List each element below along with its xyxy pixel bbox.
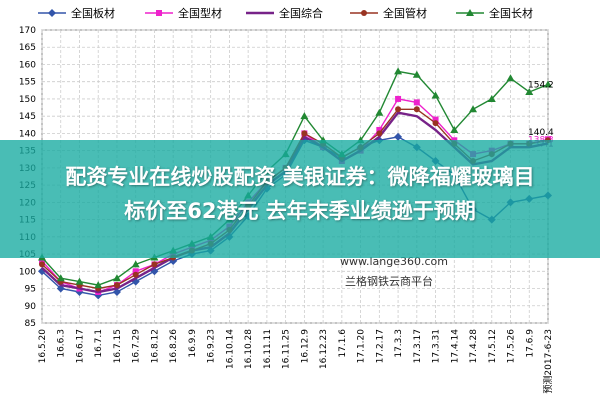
data-point bbox=[300, 112, 309, 120]
x-tick-label: 16.12.23 bbox=[319, 329, 329, 369]
x-tick-label: 17.4.14 bbox=[450, 329, 460, 364]
x-tick-label: 16.6.17 bbox=[75, 329, 85, 363]
y-tick-label: 85 bbox=[25, 319, 36, 329]
x-tick-label: 17.4.28 bbox=[469, 329, 479, 364]
y-tick-label: 150 bbox=[19, 95, 36, 105]
x-tick-label: 17.5.12 bbox=[488, 329, 498, 363]
data-point bbox=[525, 88, 534, 96]
data-point bbox=[506, 74, 515, 82]
series-line bbox=[41, 70, 549, 286]
data-point bbox=[394, 132, 403, 141]
x-tick-label: 17.6.9 bbox=[525, 329, 535, 358]
y-tick-label: 170 bbox=[19, 26, 36, 36]
y-tick-label: 90 bbox=[25, 302, 37, 312]
data-point bbox=[132, 268, 139, 275]
data-point bbox=[301, 130, 308, 137]
data-point bbox=[132, 271, 139, 278]
data-point bbox=[361, 10, 367, 16]
headline-line-2: 标价至62港元 去年末季业绩逊于预期 bbox=[124, 199, 476, 223]
headline-text: 配资专业在线炒股配资 美银证券：微降福耀玻璃目 标价至62港元 去年末季业绩逊于… bbox=[0, 160, 600, 228]
data-point bbox=[75, 277, 84, 285]
data-point bbox=[39, 261, 45, 268]
x-tick-label: 17.3.31 bbox=[432, 329, 442, 363]
data-point bbox=[412, 70, 421, 78]
data-point bbox=[113, 282, 120, 289]
x-tick-label: 16.10.14 bbox=[225, 329, 235, 369]
x-tick-label: 17.1.6 bbox=[338, 329, 348, 358]
end-value-label: 140.4 bbox=[528, 128, 554, 138]
x-tick-label: 16.8.26 bbox=[169, 329, 179, 364]
x-tick-label: 16.12.9 bbox=[300, 329, 310, 364]
data-point bbox=[39, 257, 45, 264]
data-point bbox=[469, 105, 478, 113]
x-tick-label: 16.7.1 bbox=[94, 329, 104, 358]
watermark-name: 兰格钢铁云商平台 bbox=[345, 275, 433, 288]
data-point bbox=[56, 274, 65, 282]
data-point bbox=[375, 108, 384, 116]
headline-line-1: 配资专业在线炒股配资 美银证券：微降福耀玻璃目 bbox=[65, 165, 535, 189]
legend-label: 全国型材 bbox=[178, 6, 222, 20]
x-tick-label: 17.3.17 bbox=[413, 329, 423, 363]
x-tick-label: 16.11.11 bbox=[263, 329, 273, 369]
headline-banner bbox=[0, 140, 600, 258]
x-tick-label: 16.9.9 bbox=[188, 329, 198, 358]
data-point bbox=[156, 10, 162, 16]
data-point bbox=[432, 120, 439, 127]
x-tick-label: 16.7.29 bbox=[132, 329, 142, 364]
data-point bbox=[450, 125, 459, 133]
y-tick-label: 145 bbox=[19, 112, 36, 122]
data-point bbox=[94, 281, 103, 289]
y-tick-label: 165 bbox=[19, 43, 36, 53]
data-point bbox=[151, 261, 158, 268]
data-point bbox=[431, 91, 440, 99]
x-tick-label: 16.7.15 bbox=[113, 329, 123, 363]
legend-label: 全国长材 bbox=[489, 6, 533, 20]
data-point bbox=[112, 274, 121, 282]
legend-label: 全国综合 bbox=[279, 6, 323, 20]
data-point bbox=[395, 95, 402, 102]
x-tick-label: 16.10.28 bbox=[244, 329, 254, 369]
data-point bbox=[413, 99, 420, 106]
x-tick-label: 17.1.20 bbox=[357, 329, 367, 364]
y-tick-label: 140 bbox=[19, 129, 36, 139]
data-point bbox=[376, 126, 383, 133]
data-point bbox=[131, 260, 140, 268]
data-point bbox=[48, 9, 56, 17]
x-tick-label: 16.5.20 bbox=[38, 329, 48, 364]
x-tick-label: 16.11.25 bbox=[282, 329, 292, 369]
x-tick-label: 17.3.3 bbox=[394, 329, 404, 358]
data-point bbox=[432, 116, 439, 123]
legend-label: 全国管材 bbox=[383, 6, 427, 20]
data-point bbox=[487, 94, 496, 102]
watermark-url: www.lange360.com bbox=[340, 255, 448, 268]
data-point bbox=[395, 106, 402, 113]
data-point bbox=[394, 67, 403, 75]
data-point bbox=[466, 9, 474, 16]
x-tick-label: 17.2.17 bbox=[375, 329, 385, 363]
legend-label: 全国板材 bbox=[71, 6, 115, 20]
data-point bbox=[413, 106, 420, 113]
y-tick-label: 155 bbox=[19, 78, 36, 88]
x-tick-label: 16.9.23 bbox=[207, 329, 217, 363]
data-point bbox=[376, 130, 383, 137]
y-tick-label: 160 bbox=[19, 60, 36, 70]
data-point bbox=[544, 80, 552, 88]
x-tick-label: 16.6.3 bbox=[57, 329, 67, 358]
x-tick-label: 预测2017-6-23 bbox=[543, 329, 554, 394]
x-tick-label: 16.8.12 bbox=[150, 329, 160, 363]
y-tick-label: 95 bbox=[25, 285, 36, 295]
x-tick-label: 17.5.26 bbox=[507, 329, 517, 364]
y-tick-label: 100 bbox=[19, 267, 36, 277]
end-value-label: 154.2 bbox=[528, 80, 554, 90]
